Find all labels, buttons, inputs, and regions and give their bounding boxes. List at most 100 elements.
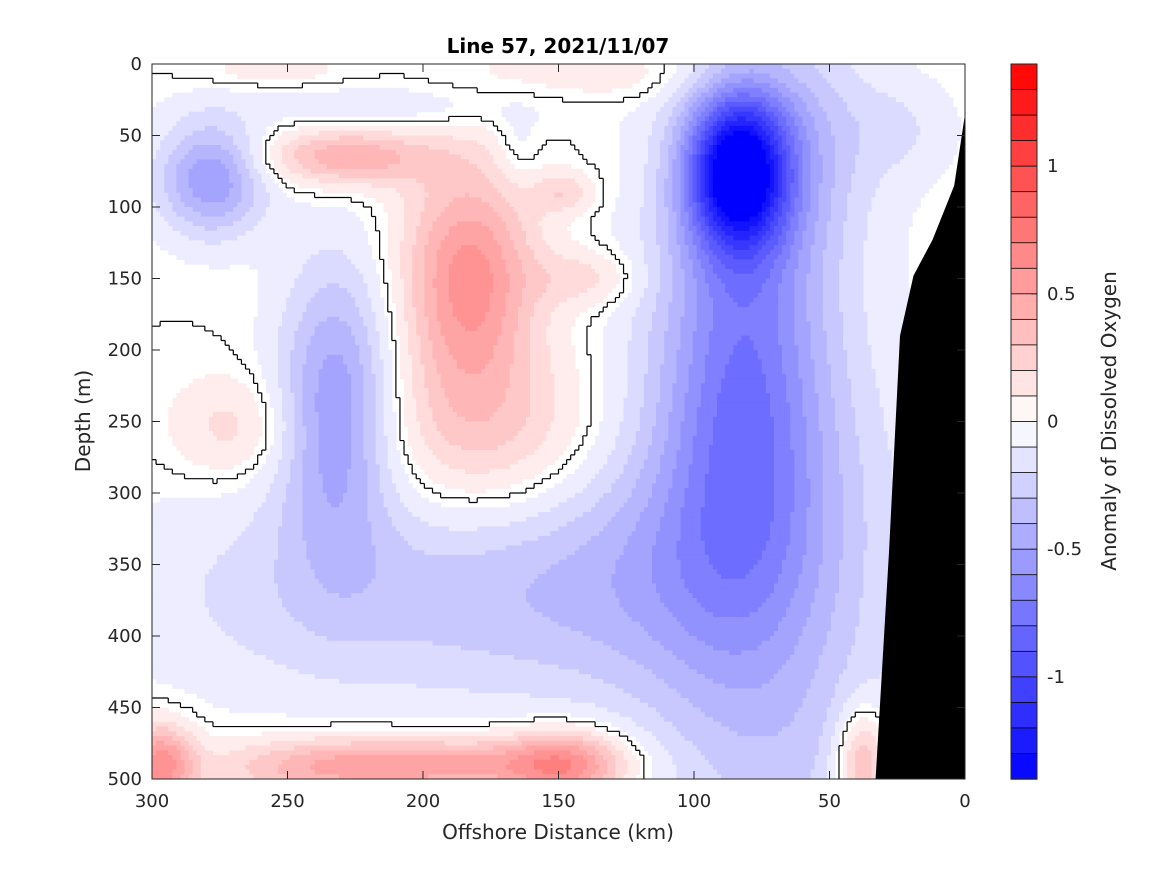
heatmap-cell (700, 173, 706, 179)
heatmap-cell (847, 774, 856, 779)
heatmap-cell (249, 264, 304, 270)
heatmap-cell (269, 197, 295, 203)
heatmap-cell (412, 259, 425, 265)
heatmap-cell (440, 383, 511, 389)
heatmap-cell (761, 87, 779, 94)
heatmap-cell (717, 207, 722, 213)
heatmap-cell (172, 226, 206, 232)
heatmap-cell (404, 407, 417, 413)
heatmap-cell (152, 192, 169, 199)
heatmap-cell (257, 273, 299, 280)
heatmap-cell (399, 259, 413, 265)
heatmap-cell (863, 473, 893, 480)
heatmap-cell (172, 202, 186, 208)
heatmap-cell (652, 569, 682, 575)
heatmap-cell (639, 426, 653, 432)
heatmap-cell (806, 221, 816, 227)
heatmap-cell (875, 187, 930, 194)
heatmap-cell (704, 216, 710, 222)
heatmap-cell (375, 316, 389, 322)
heatmap-cell (152, 712, 182, 718)
heatmap-cell (704, 378, 722, 384)
heatmap-cell (253, 330, 279, 337)
heatmap-cell (611, 750, 625, 756)
heatmap-cell (639, 740, 661, 747)
heatmap-cell (591, 731, 608, 737)
heatmap-cell (830, 612, 860, 618)
heatmap-cell (152, 597, 206, 604)
heatmap-cell (684, 493, 706, 499)
heatmap-cell (513, 359, 531, 365)
heatmap-cell (814, 235, 828, 241)
heatmap-cell (778, 197, 787, 203)
heatmap-cell (871, 750, 881, 756)
heatmap-cell (822, 302, 840, 308)
heatmap-cell (542, 226, 568, 232)
heatmap-cell (859, 140, 917, 146)
heatmap-cell (660, 154, 669, 160)
heatmap-cell (676, 378, 690, 384)
heatmap-cell (420, 516, 527, 523)
heatmap-cell (432, 345, 450, 351)
heatmap-cell (765, 545, 787, 551)
heatmap-cell (286, 607, 535, 613)
heatmap-cell (554, 397, 580, 404)
heatmap-cell (168, 411, 214, 418)
heatmap-cell (794, 340, 812, 346)
heatmap-cell (696, 321, 714, 327)
heatmap-cell (269, 145, 283, 151)
heatmap-cell (489, 469, 543, 475)
heatmap-cell (241, 187, 255, 194)
heatmap-cell (778, 159, 783, 165)
heatmap-cell (493, 283, 511, 289)
heatmap-cell (822, 435, 840, 442)
heatmap-cell (257, 168, 267, 175)
heatmap-cell (416, 326, 430, 332)
heatmap-cell (806, 521, 824, 527)
heatmap-cell (700, 73, 714, 79)
heatmap-cell (778, 130, 787, 137)
heatmap-cell (391, 130, 495, 137)
heatmap-cell (684, 230, 694, 237)
heatmap-cell (778, 192, 783, 199)
heatmap-cell (399, 273, 413, 280)
heatmap-cell (696, 216, 706, 222)
heatmap-cell (806, 83, 832, 89)
heatmap-cell (834, 421, 856, 427)
heatmap-cell (208, 607, 287, 613)
heatmap-cell (306, 550, 377, 556)
heatmap-cell (278, 526, 303, 532)
heatmap-cell (306, 440, 320, 446)
heatmap-cell (176, 759, 186, 766)
heatmap-cell (826, 345, 844, 351)
heatmap-cell (733, 254, 755, 261)
heatmap-cell (387, 445, 397, 451)
heatmap-cell (615, 440, 637, 446)
heatmap-cell (278, 326, 299, 332)
heatmap-cell (826, 235, 844, 241)
heatmap-cell (326, 145, 381, 151)
heatmap-cell (395, 326, 409, 332)
heatmap-cell (399, 340, 409, 346)
heatmap-cell (379, 469, 393, 475)
heatmap-cell (717, 102, 726, 108)
heatmap-cell (696, 197, 702, 203)
heatmap-cell (847, 359, 873, 365)
heatmap-cell (855, 164, 893, 170)
heatmap-cell (704, 149, 710, 156)
heatmap-cell (786, 216, 791, 222)
heatmap-cell (847, 211, 869, 218)
heatmap-cell (733, 226, 751, 232)
heatmap-cell (786, 130, 791, 137)
heatmap-cell (855, 159, 901, 165)
heatmap-cell (721, 68, 751, 75)
heatmap-cell (513, 207, 564, 213)
heatmap-cell (278, 550, 308, 556)
colorbar-band (1010, 650, 1038, 678)
heatmap-cell (627, 340, 649, 346)
heatmap-cell (538, 221, 572, 227)
heatmap-cell (525, 421, 551, 427)
heatmap-cell (749, 68, 755, 75)
heatmap-cell (676, 221, 682, 227)
heatmap-cell (152, 736, 173, 742)
